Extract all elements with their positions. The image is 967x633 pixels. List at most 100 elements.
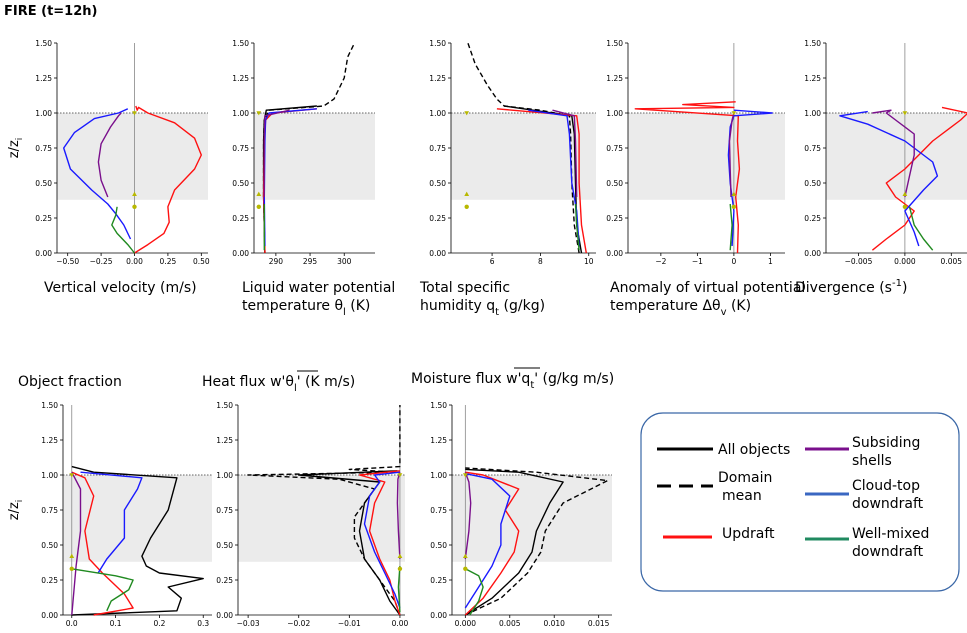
title-dthetav: Anomaly of virtual potential temperature… — [610, 280, 805, 318]
panel-titles: Vertical velocity (m/s) Liquid water pot… — [18, 278, 907, 394]
y-tick-label: 1.50 — [35, 39, 52, 48]
svg-text:Moisture flux w'qt' (g/kg m/s): Moisture flux w'qt' (g/kg m/s) — [411, 371, 614, 391]
series-shells — [464, 471, 472, 560]
series-cloudtop — [528, 109, 580, 247]
series-wellmixed — [908, 206, 934, 251]
legend-domain-mean-2: mean — [722, 488, 762, 504]
panel-6: 0.00 0.25 0.50 0.75 1.00 1.25 1.50 −0.03 −0.02 −0… — [216, 401, 408, 628]
y-tick-label: 0.75 — [429, 144, 446, 153]
marker-dot — [731, 204, 737, 209]
series-shells — [552, 109, 578, 198]
legend-cloudtop: Cloud-top — [852, 478, 920, 494]
marker-triangle — [464, 191, 470, 196]
series-wellmixed — [71, 568, 134, 612]
legend-cloudtop-2: downdraft — [852, 496, 924, 512]
panel-7: 0.00 0.25 0.50 0.75 1.00 1.25 1.50 0.000 0.005 0.… — [430, 401, 612, 628]
x-tick-label: 0.1 — [110, 619, 122, 628]
y-tick-label: 0.25 — [232, 214, 249, 223]
title-divergence: Divergence (s-1) — [795, 278, 907, 296]
title-moisture-flux: Moisture flux w'qt' (g/kg m/s) — [411, 367, 614, 391]
title-object-fraction: Object fraction — [18, 374, 122, 390]
series-wellmixed — [111, 206, 136, 254]
marker-dot — [69, 566, 74, 571]
x-tick-label: 10 — [584, 257, 594, 266]
marker-dot — [256, 204, 261, 209]
y-tick-label: 0.25 — [35, 214, 52, 223]
series-updraft — [134, 105, 202, 254]
y-tick-label: 1.00 — [41, 471, 58, 480]
y-tick-label: 0.25 — [429, 214, 446, 223]
y-tick-label: 1.25 — [232, 74, 249, 83]
cloud-layer-shade — [628, 113, 785, 200]
panel-0: 0.00 0.25 0.50 0.75 1.00 1.25 1.50 −0.50 −0.25 0.… — [35, 39, 210, 266]
y-tick-label: 0.50 — [430, 541, 447, 550]
series-mean — [465, 467, 609, 616]
y-tick-label: 0.75 — [35, 144, 52, 153]
series-all — [298, 470, 401, 616]
y-tick-label: 0.00 — [216, 611, 233, 620]
x-tick-label: 0.015 — [588, 619, 610, 628]
y-tick-label: 1.00 — [429, 109, 446, 118]
y-tick-label: 1.00 — [216, 471, 233, 480]
series-all — [71, 465, 204, 616]
y-tick-label: 1.50 — [430, 401, 447, 410]
x-tick-label: −0.03 — [237, 619, 260, 628]
series-cloudtop — [839, 110, 939, 247]
series-shells — [728, 112, 735, 198]
marker-triangle — [256, 191, 262, 196]
title-heat-flux: Heat flux w'θl' (K m/s) — [202, 370, 355, 394]
panel-4: 0.00 0.25 0.50 0.75 1.00 1.25 1.50 −0.005 0.000 0… — [804, 39, 967, 266]
marker-triangle — [397, 553, 403, 558]
y-tick-label: 1.25 — [606, 74, 623, 83]
panel-1: 0.00 0.25 0.50 0.75 1.00 1.25 1.50 290 295 300 — [232, 39, 375, 266]
marker-down-triangle — [397, 473, 403, 478]
panel-5: 0.00 0.25 0.50 0.75 1.00 1.25 1.50 0.0 0.1 0.2 0.3 — [41, 401, 212, 628]
series-wellmixed — [397, 565, 401, 613]
x-tick-label: 290 — [269, 257, 284, 266]
legend-wellmixed: Well-mixed — [852, 526, 929, 542]
series-cloudtop — [363, 471, 401, 609]
series-updraft — [634, 101, 741, 254]
marker-triangle — [69, 553, 75, 558]
y-tick-label: 0.00 — [430, 611, 447, 620]
svg-text:z/zi: z/zi — [7, 500, 25, 521]
y-tick-label: 0.50 — [606, 179, 623, 188]
x-tick-label: 300 — [337, 257, 352, 266]
marker-down-triangle — [902, 111, 908, 116]
y-tick-label: 1.25 — [429, 74, 446, 83]
svg-text:Liquid water potential: Liquid water potential — [242, 280, 395, 296]
x-tick-label: 0 — [731, 257, 736, 266]
x-tick-label: 1 — [768, 257, 773, 266]
series-mean — [467, 42, 580, 254]
marker-down-triangle — [464, 111, 470, 116]
x-tick-label: 0.000 — [455, 619, 477, 628]
ylabel-bottom: z/zi — [7, 500, 25, 521]
y-tick-label: 1.50 — [232, 39, 249, 48]
series-shells — [97, 112, 122, 198]
series-cloudtop — [63, 108, 132, 240]
series-updraft — [464, 471, 520, 616]
legend-wellmixed-2: downdraft — [852, 544, 924, 560]
y-tick-label: 0.25 — [606, 214, 623, 223]
y-tick-label: 1.00 — [35, 109, 52, 118]
y-tick-label: 0.50 — [35, 179, 52, 188]
panel-3: 0.00 0.25 0.50 0.75 1.00 1.25 1.50 −2 −1 0 1 — [606, 39, 785, 266]
svg-text:z/zi: z/zi — [7, 138, 25, 159]
x-tick-label: 0.50 — [193, 257, 210, 266]
x-tick-label: −1 — [692, 257, 703, 266]
x-tick-label: 6 — [490, 257, 495, 266]
y-tick-label: 1.25 — [35, 74, 52, 83]
marker-triangle — [462, 553, 468, 558]
legend-subsiding-2: shells — [852, 453, 892, 469]
legend: All objects Domain mean Updraft Subsidin… — [640, 412, 960, 592]
series-shells — [872, 109, 915, 198]
y-tick-label: 0.50 — [804, 179, 821, 188]
title-theta-l: Liquid water potential temperature θl (K… — [242, 280, 395, 318]
marker-dot — [397, 566, 403, 571]
svg-text:temperature Δθv (K): temperature Δθv (K) — [610, 298, 751, 318]
x-tick-label: −0.02 — [287, 619, 310, 628]
marker-triangle — [731, 191, 737, 196]
x-tick-label: 0.005 — [499, 619, 521, 628]
series-cloudtop — [464, 472, 511, 609]
legend-frame — [640, 412, 960, 592]
